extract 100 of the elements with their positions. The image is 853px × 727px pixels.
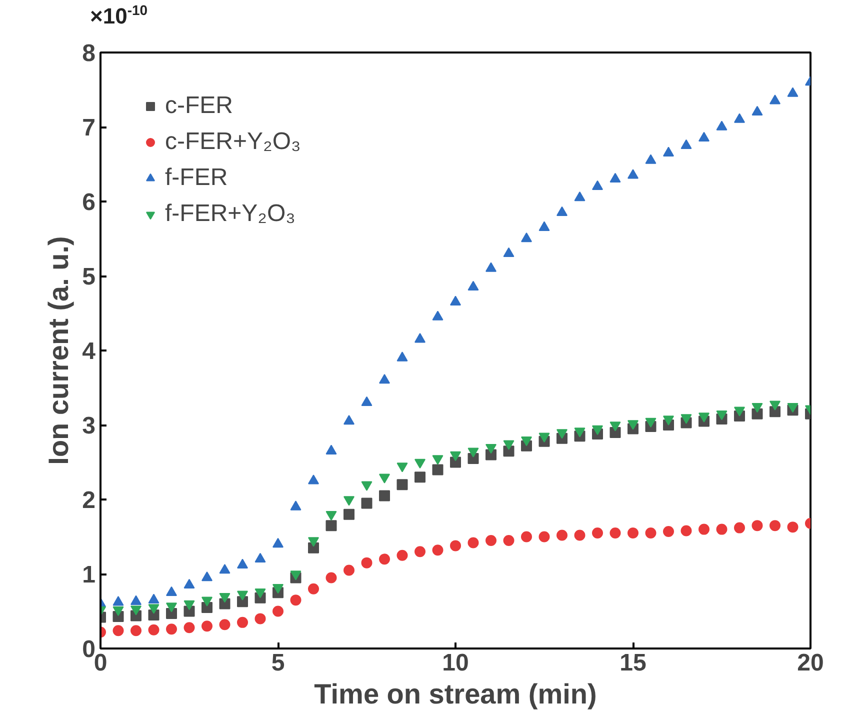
- point: [468, 536, 479, 548]
- point: [716, 120, 728, 130]
- point: [432, 544, 444, 556]
- point: [396, 550, 408, 561]
- point: [680, 525, 692, 536]
- point: [752, 106, 763, 116]
- point: [290, 594, 302, 606]
- point: [379, 374, 390, 384]
- point: [219, 618, 230, 630]
- point: [556, 530, 568, 540]
- point: [326, 510, 337, 520]
- point: [787, 86, 798, 97]
- point: [361, 497, 372, 508]
- point: [254, 588, 266, 598]
- legend-label: f-FER: [165, 164, 228, 192]
- point: [379, 490, 390, 502]
- point: [166, 623, 177, 634]
- y-tick-label: 3: [82, 412, 96, 440]
- point: [361, 557, 372, 568]
- point: [326, 572, 337, 583]
- point: [237, 590, 248, 600]
- point: [344, 508, 354, 520]
- point: [468, 280, 479, 290]
- legend-label: c-FER: [165, 92, 233, 120]
- point: [521, 232, 532, 242]
- y-axis-title: Ion current (a. u.): [43, 236, 74, 465]
- point: [538, 531, 550, 542]
- point: [486, 534, 496, 546]
- point: [592, 180, 603, 190]
- point: [396, 478, 408, 490]
- point: [130, 624, 142, 636]
- point: [734, 113, 745, 123]
- point: [610, 172, 621, 182]
- point: [290, 500, 302, 510]
- x-tick-label: 10: [442, 649, 469, 676]
- point: [344, 564, 354, 576]
- x-tick-label: 5: [271, 649, 285, 676]
- point: [379, 553, 390, 564]
- y-tick-label: 7: [82, 114, 96, 142]
- point: [770, 520, 780, 531]
- point: [290, 570, 302, 580]
- point: [538, 221, 550, 231]
- point: [450, 296, 461, 306]
- y-tick-label: 8: [82, 40, 96, 67]
- point: [414, 546, 426, 557]
- point: [308, 583, 319, 594]
- point: [308, 536, 319, 546]
- point: [574, 530, 586, 540]
- point: [432, 310, 444, 320]
- y-tick-label: 6: [82, 188, 96, 216]
- point: [148, 624, 160, 636]
- point: [272, 606, 284, 616]
- point: [628, 527, 638, 538]
- point: [219, 592, 230, 602]
- point: [130, 605, 142, 616]
- point: [184, 622, 195, 633]
- x-tick-label: 20: [797, 649, 824, 676]
- point: [112, 624, 124, 636]
- point: [184, 600, 195, 610]
- y-tick-label: 5: [82, 263, 96, 290]
- point: [734, 522, 745, 534]
- point: [112, 606, 124, 616]
- point: [308, 474, 319, 484]
- point: [432, 464, 444, 475]
- y-tick-label: 2: [82, 486, 96, 514]
- point: [521, 531, 532, 542]
- point: [396, 351, 408, 362]
- point: [166, 602, 177, 612]
- point: [326, 444, 337, 454]
- text: ×10$^{-10}$: [90, 1, 148, 30]
- point: [148, 604, 160, 614]
- point: [450, 540, 461, 551]
- point: [716, 524, 728, 535]
- point: [556, 206, 568, 216]
- y-tick-label: 4: [82, 338, 96, 365]
- point: [645, 527, 656, 538]
- x-axis-title: Time on stream (min): [314, 678, 597, 710]
- y-tick-label: 1: [82, 561, 96, 588]
- point: [202, 596, 212, 606]
- point: [680, 139, 692, 149]
- point: [202, 620, 212, 632]
- point: [503, 534, 514, 546]
- legend-label: c-FER+Y₂O₃: [165, 128, 301, 156]
- point: [663, 146, 674, 156]
- point: [414, 332, 426, 342]
- point: [628, 168, 638, 179]
- point: [272, 584, 284, 594]
- point: [396, 462, 408, 472]
- point: [770, 94, 780, 104]
- point: [574, 191, 586, 201]
- point: [698, 524, 710, 535]
- point: [592, 527, 603, 538]
- point: [698, 132, 710, 142]
- point: [503, 247, 514, 257]
- point: [752, 520, 763, 531]
- point: [237, 616, 248, 628]
- point: [486, 262, 496, 272]
- point: [663, 526, 674, 537]
- point: [645, 154, 656, 164]
- legend-label: f-FER+Y₂O₃: [165, 200, 296, 228]
